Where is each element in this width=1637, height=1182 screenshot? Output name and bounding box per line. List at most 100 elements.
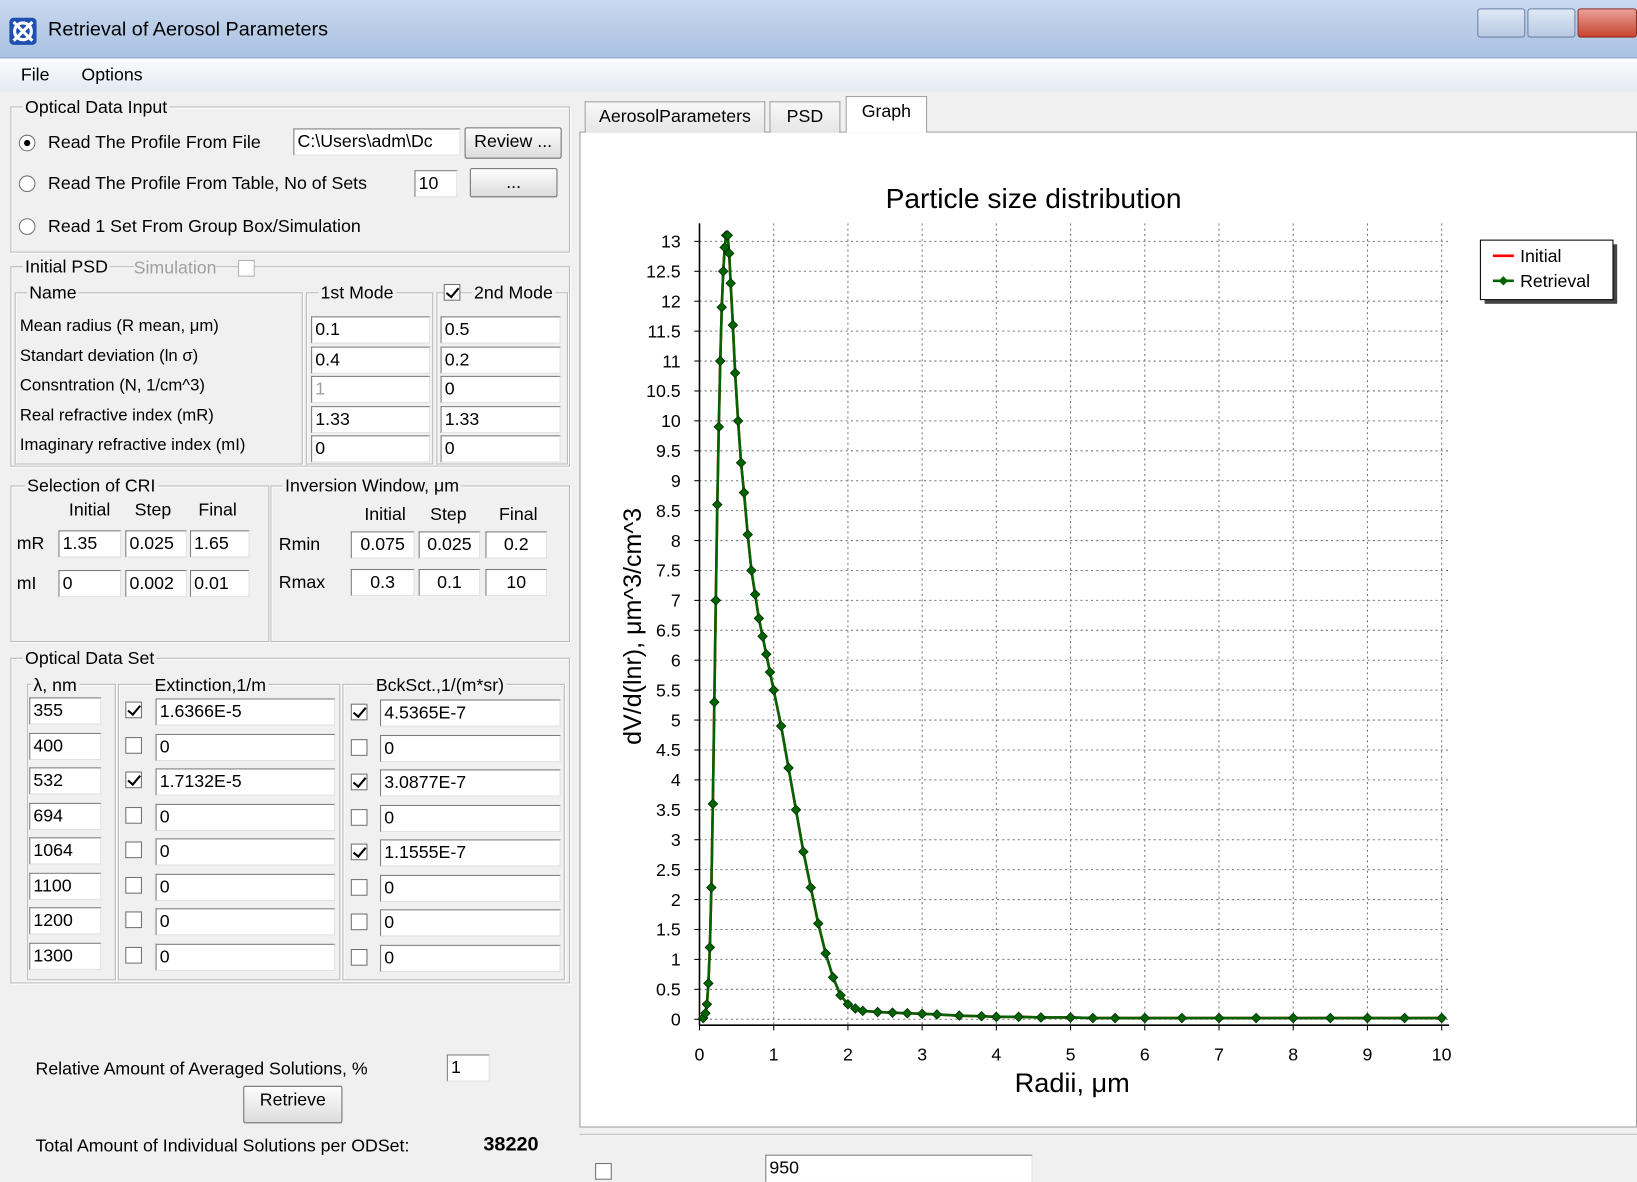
radio-button[interactable] [19,175,36,192]
extinction-input[interactable]: 1.6366E-5 [156,698,336,725]
backscatter-input[interactable]: 1.1555E-7 [380,839,561,866]
data-point [917,1009,926,1018]
wavelength-input[interactable]: 355 [29,697,101,724]
backscatter-input[interactable]: 3.0877E-7 [380,769,561,796]
menu-item[interactable]: Options [81,64,142,87]
x-tick-label: 9 [1363,1045,1373,1065]
mode1-input[interactable]: 0 [311,436,430,463]
extinction-checkbox[interactable] [125,841,142,858]
mode2-input[interactable]: 0.2 [441,346,561,373]
extinction-input[interactable]: 1.7132E-5 [156,768,336,795]
data-point [1036,1013,1045,1022]
extinction-checkbox[interactable] [125,772,142,789]
extinction-input[interactable]: 0 [156,838,336,865]
extinction-input[interactable]: 0 [156,803,336,830]
cri-input[interactable]: 0.01 [190,570,250,597]
backscatter-checkbox[interactable] [351,809,368,826]
y-tick-label: 7 [671,591,681,611]
cri-input[interactable]: 1.35 [58,530,121,557]
radio-label[interactable]: Read The Profile From File [48,132,261,155]
tab[interactable]: AerosolParameters [585,101,766,132]
inversion-input[interactable]: 0.3 [351,569,415,596]
backscatter-checkbox[interactable] [351,948,368,965]
bottom-combo[interactable]: 950 [765,1155,1032,1182]
extinction-input[interactable]: 0 [156,943,336,970]
wavelength-input[interactable]: 1200 [29,907,101,934]
backscatter-checkbox[interactable] [351,704,368,721]
radio-label[interactable]: Read 1 Set From Group Box/Simulation [48,215,361,238]
wavelength-input[interactable]: 1064 [29,837,101,864]
backscatter-input[interactable]: 0 [380,734,561,761]
backscatter-checkbox[interactable] [351,844,368,861]
review-button[interactable]: Review ... [465,127,562,158]
wavelength-input[interactable]: 694 [29,802,101,829]
averaged-input[interactable]: 1 [447,1054,490,1081]
data-point [717,302,726,311]
wavelength-input[interactable]: 1300 [29,942,101,969]
data-point [730,368,739,377]
backscatter-input[interactable]: 4.5365E-7 [380,699,561,726]
extinction-checkbox[interactable] [125,737,142,754]
radio-button[interactable] [19,218,36,235]
backscatter-input[interactable]: 0 [380,944,561,971]
legend-label: Initial [1520,246,1561,266]
inversion-input[interactable]: 0.2 [485,531,547,558]
file-path-input[interactable]: C:\Users\adm\Dc [293,128,460,155]
mode1-input[interactable]: 1 [311,376,430,403]
wavelength-input[interactable]: 1100 [29,872,101,899]
backscatter-checkbox[interactable] [351,739,368,756]
tab[interactable]: PSD [769,101,840,132]
retrieve-button[interactable]: Retrieve [243,1086,342,1124]
extinction-input[interactable]: 0 [156,908,336,935]
mode1-input[interactable]: 1.33 [311,406,430,433]
mode2-input[interactable]: 1.33 [441,406,561,433]
backscatter-checkbox[interactable] [351,914,368,931]
radio-button[interactable] [19,135,36,152]
optical-set-column [27,684,116,980]
menu-item[interactable]: File [21,64,50,87]
backscatter-input[interactable]: 0 [380,909,561,936]
backscatter-input[interactable]: 0 [380,804,561,831]
backscatter-input[interactable]: 0 [380,874,561,901]
cri-input[interactable]: 0.002 [125,570,187,597]
inversion-input[interactable]: 0.075 [351,531,415,558]
x-tick-label: 3 [917,1045,927,1065]
mode2-checkbox[interactable] [444,284,461,301]
cri-input[interactable]: 0 [58,570,121,597]
extinction-input[interactable]: 0 [156,733,336,760]
extinction-checkbox[interactable] [125,911,142,928]
extinction-input[interactable]: 0 [156,873,336,900]
data-point [1140,1013,1149,1022]
extinction-checkbox[interactable] [125,876,142,893]
extinction-checkbox[interactable] [125,946,142,963]
table-button[interactable]: ... [470,168,558,197]
inversion-input[interactable]: 0.1 [419,569,481,596]
maximize-button[interactable] [1527,8,1575,37]
cri-input[interactable]: 0.025 [125,530,187,557]
data-point [932,1010,941,1019]
mode2-input[interactable]: 0 [441,436,561,463]
backscatter-checkbox[interactable] [351,774,368,791]
wavelength-input[interactable]: 400 [29,732,101,759]
radio-label[interactable]: Read The Profile From Table, No of Sets [48,172,367,195]
inversion-header: Initial [364,503,405,526]
mode2-input[interactable]: 0 [441,376,561,403]
mode1-input[interactable]: 0.1 [311,316,430,343]
inversion-input[interactable]: 10 [485,569,547,596]
data-point [726,279,735,288]
close-button[interactable] [1577,8,1637,37]
backscatter-checkbox[interactable] [351,879,368,896]
extinction-checkbox[interactable] [125,806,142,823]
minimize-button[interactable] [1477,8,1525,37]
cri-input[interactable]: 1.65 [190,530,250,557]
wavelength-input[interactable]: 532 [29,767,101,794]
bottom-checkbox[interactable] [595,1163,612,1180]
simulation-checkbox[interactable] [238,260,255,277]
mode2-input[interactable]: 0.5 [441,316,561,343]
sets-input[interactable]: 10 [414,170,457,197]
tab[interactable]: Graph [846,96,927,133]
extinction-checkbox[interactable] [125,702,142,719]
data-point [769,685,778,694]
mode1-input[interactable]: 0.4 [311,346,430,373]
inversion-input[interactable]: 0.025 [419,531,481,558]
